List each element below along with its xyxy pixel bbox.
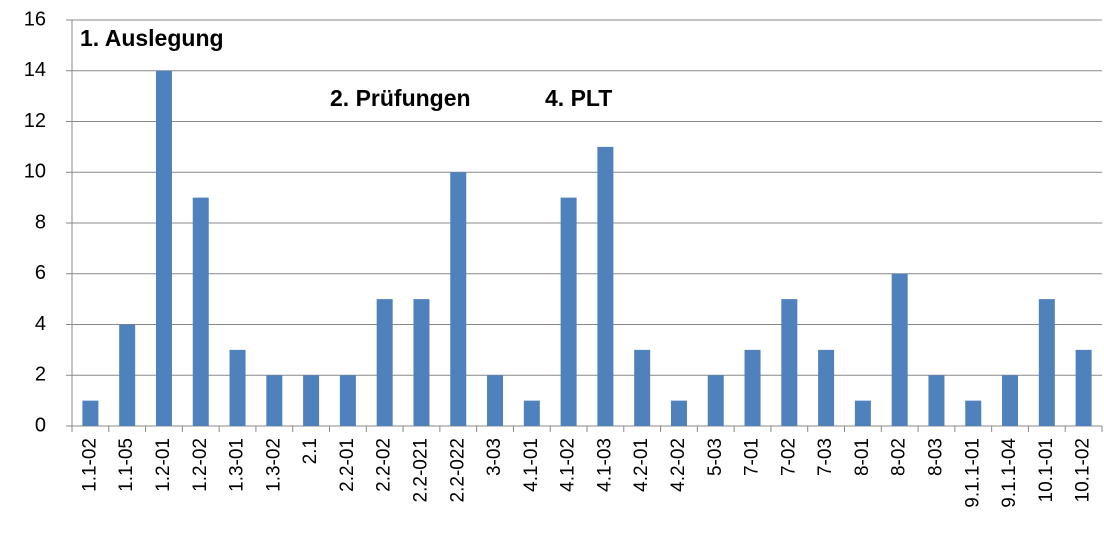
x-tick-label: 9.1.1-01	[962, 438, 983, 508]
bar	[523, 400, 540, 426]
x-tick-label: 1.3-02	[263, 438, 284, 492]
x-tick-label: 9.1.1-04	[999, 438, 1020, 508]
y-tick-label: 8	[35, 211, 46, 233]
bar	[744, 349, 761, 426]
bar	[450, 172, 467, 426]
bar	[229, 349, 246, 426]
bar	[413, 299, 430, 426]
x-tick-label: 7-03	[815, 438, 836, 476]
bar	[707, 375, 724, 426]
x-tick-label: 4.2-01	[631, 438, 652, 492]
x-tick-label: 2.1	[300, 438, 321, 464]
bar	[597, 146, 614, 426]
x-tick-label: 4.1-01	[521, 438, 542, 492]
x-tick-label: 8-01	[852, 438, 873, 476]
x-tick-label: 3-03	[484, 438, 505, 476]
bar	[1038, 299, 1055, 426]
bar	[634, 349, 651, 426]
x-tick-label: 1.1-02	[79, 438, 100, 492]
bar	[303, 375, 320, 426]
y-tick-label: 4	[35, 313, 46, 335]
bar	[119, 324, 136, 426]
x-tick-label: 4.1-02	[558, 438, 579, 492]
bar	[670, 400, 687, 426]
bar	[854, 400, 871, 426]
x-tick-label: 8-02	[889, 438, 910, 476]
bar	[82, 400, 99, 426]
x-tick-label: 2.2-01	[337, 438, 358, 492]
bar	[891, 273, 908, 426]
bar	[781, 299, 798, 426]
x-tick-label: 4.1-03	[594, 438, 615, 492]
x-tick-label: 1.2-01	[153, 438, 174, 492]
y-tick-label: 6	[35, 262, 46, 284]
annotation: 1. Auslegung	[80, 25, 224, 51]
x-tick-label: 4.2-02	[668, 438, 689, 492]
annotation: 2. Prüfungen	[330, 85, 471, 111]
bar	[376, 299, 393, 426]
bar	[1002, 375, 1019, 426]
y-tick-label: 12	[24, 110, 46, 132]
bar	[339, 375, 356, 426]
y-tick-label: 16	[24, 8, 46, 30]
bar	[1075, 349, 1092, 426]
bar	[965, 400, 982, 426]
bar	[487, 375, 504, 426]
x-tick-label: 2.2-021	[410, 438, 431, 502]
x-tick-label: 2.2-022	[447, 438, 468, 502]
x-tick-label: 10.1-01	[1036, 438, 1057, 502]
x-tick-label: 7-02	[778, 438, 799, 476]
annotation: 4. PLT	[545, 85, 612, 111]
x-tick-label: 10.1-02	[1073, 438, 1094, 502]
bar	[818, 349, 835, 426]
y-tick-label: 10	[24, 161, 46, 183]
x-tick-label: 7-01	[742, 438, 763, 476]
y-tick-label: 14	[24, 59, 46, 81]
bar	[928, 375, 945, 426]
x-tick-label: 2.2-02	[374, 438, 395, 492]
x-tick-label: 8-03	[925, 438, 946, 476]
x-tick-label: 1.3-01	[227, 438, 248, 492]
bar	[266, 375, 283, 426]
y-tick-label: 2	[35, 364, 46, 386]
bar	[192, 197, 209, 426]
bar	[560, 197, 577, 426]
y-tick-label: 0	[35, 414, 46, 436]
x-tick-label: 1.2-02	[190, 438, 211, 492]
x-tick-label: 1.1-05	[116, 438, 137, 492]
bar	[155, 70, 172, 426]
x-tick-label: 5-03	[705, 438, 726, 476]
